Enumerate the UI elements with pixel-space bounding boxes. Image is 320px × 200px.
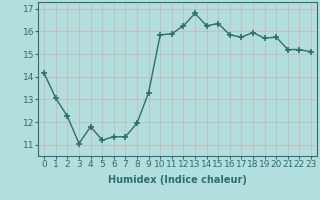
X-axis label: Humidex (Indice chaleur): Humidex (Indice chaleur): [108, 175, 247, 185]
